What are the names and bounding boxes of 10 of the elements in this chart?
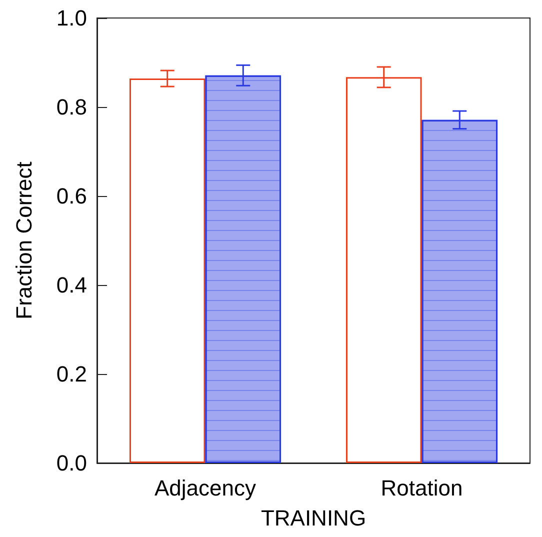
y-tick-label: 0.0	[56, 450, 87, 476]
y-tick-label: 0.8	[56, 94, 87, 120]
x-axis-title: TRAINING	[260, 506, 366, 530]
y-tick-label: 0.6	[56, 184, 87, 208]
x-tick-label: Rotation	[380, 476, 463, 500]
y-axis-title: Fraction Correct	[12, 162, 36, 320]
y-tick-label: 0.2	[56, 362, 87, 386]
x-tick-label: Adjacency	[154, 476, 256, 500]
y-tick-label: 0.4	[56, 272, 87, 298]
y-tick-label: 1.0	[56, 6, 87, 30]
